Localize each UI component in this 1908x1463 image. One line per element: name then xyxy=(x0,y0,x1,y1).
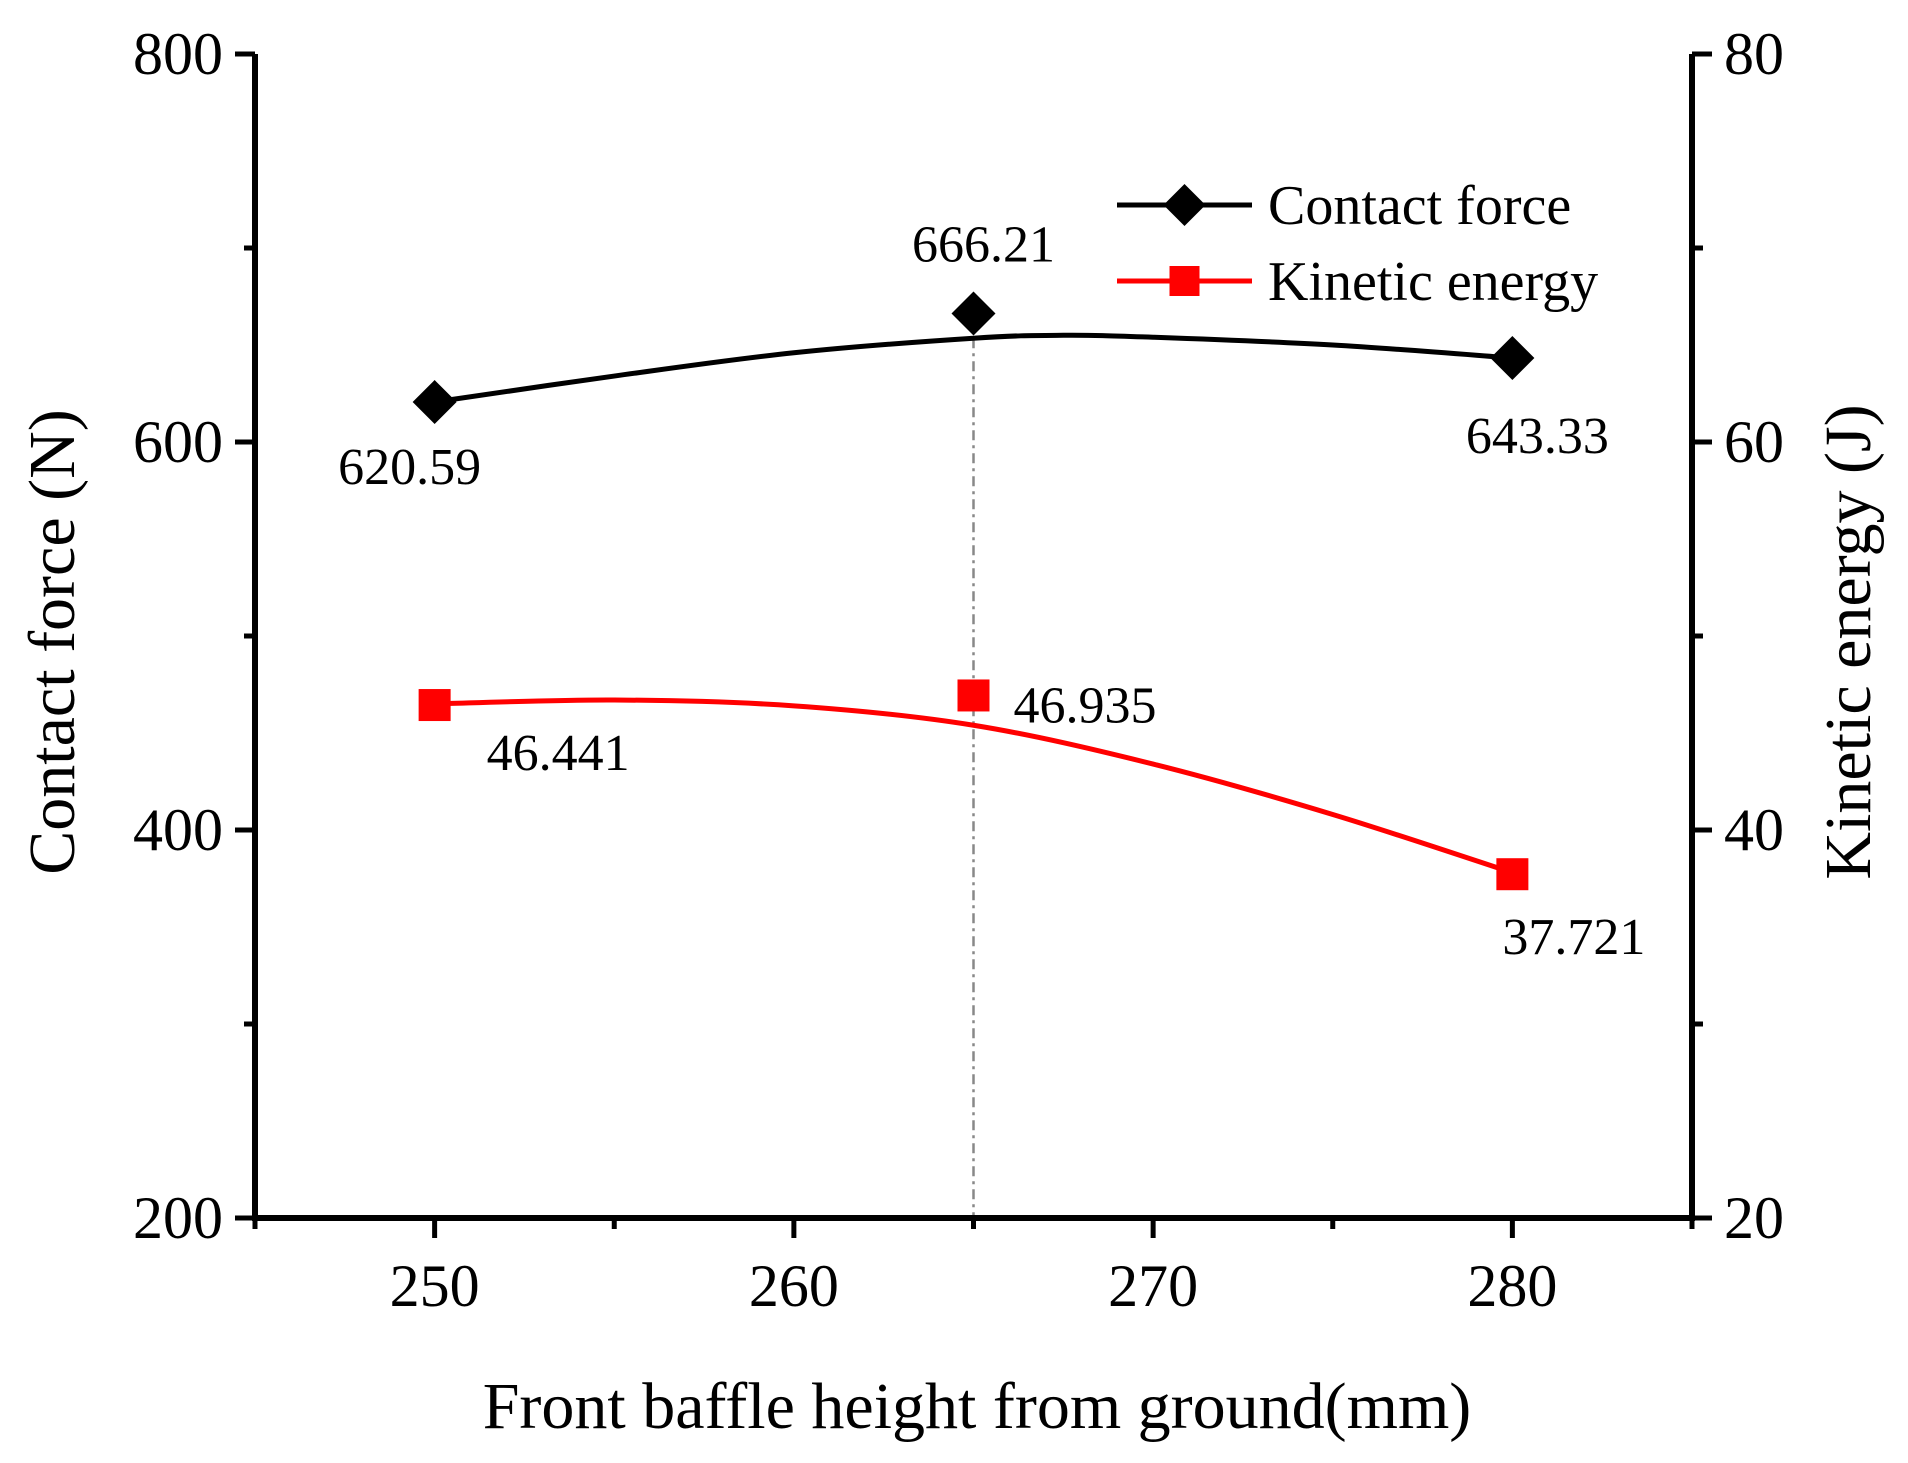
x-tick-label: 250 xyxy=(390,1253,480,1319)
x-tick-label: 270 xyxy=(1108,1253,1198,1319)
x-tick-label: 280 xyxy=(1467,1253,1557,1319)
contact-force-data-label: 643.33 xyxy=(1466,408,1609,465)
legend-marker-kinetic-energy xyxy=(1170,266,1200,296)
x-tick-label: 260 xyxy=(749,1253,839,1319)
right-y-tick-label: 60 xyxy=(1724,409,1784,475)
contact-force-data-label: 666.21 xyxy=(912,217,1055,274)
kinetic-energy-data-label: 46.935 xyxy=(1014,677,1157,734)
contact-force-point xyxy=(413,380,457,424)
right-y-axis-title: Kinetic energy (J) xyxy=(1812,404,1885,879)
legend-label-kinetic-energy: Kinetic energy xyxy=(1268,251,1598,313)
contact-force-point xyxy=(1490,336,1534,380)
right-y-tick-label: 80 xyxy=(1724,21,1784,87)
left-y-axis-title: Contact force (N) xyxy=(16,409,89,874)
legend: Contact force Kinetic energy xyxy=(1117,175,1598,313)
kinetic-energy-data-label: 46.441 xyxy=(487,725,630,782)
kinetic-energy-point xyxy=(958,679,990,711)
legend-label-contact-force: Contact force xyxy=(1268,175,1571,237)
left-y-tick-label: 200 xyxy=(133,1185,223,1251)
right-y-tick-label: 40 xyxy=(1724,797,1784,863)
contact-force-point xyxy=(952,292,996,336)
contact-force-data-label: 620.59 xyxy=(338,439,481,496)
x-axis-title: Front baffle height from ground(mm) xyxy=(483,1370,1472,1443)
right-y-tick-label: 20 xyxy=(1724,1185,1784,1251)
chart: 250 260 270 280 200 400 600 800 20 40 60 80 620.59 6… xyxy=(0,0,1908,1463)
left-y-tick-label: 800 xyxy=(133,21,223,87)
left-y-tick-label: 400 xyxy=(133,797,223,863)
left-y-tick-label: 600 xyxy=(133,409,223,475)
kinetic-energy-point xyxy=(419,689,451,721)
kinetic-energy-data-label: 37.721 xyxy=(1502,909,1645,966)
legend-marker-contact-force xyxy=(1164,184,1206,226)
kinetic-energy-point xyxy=(1496,858,1528,890)
